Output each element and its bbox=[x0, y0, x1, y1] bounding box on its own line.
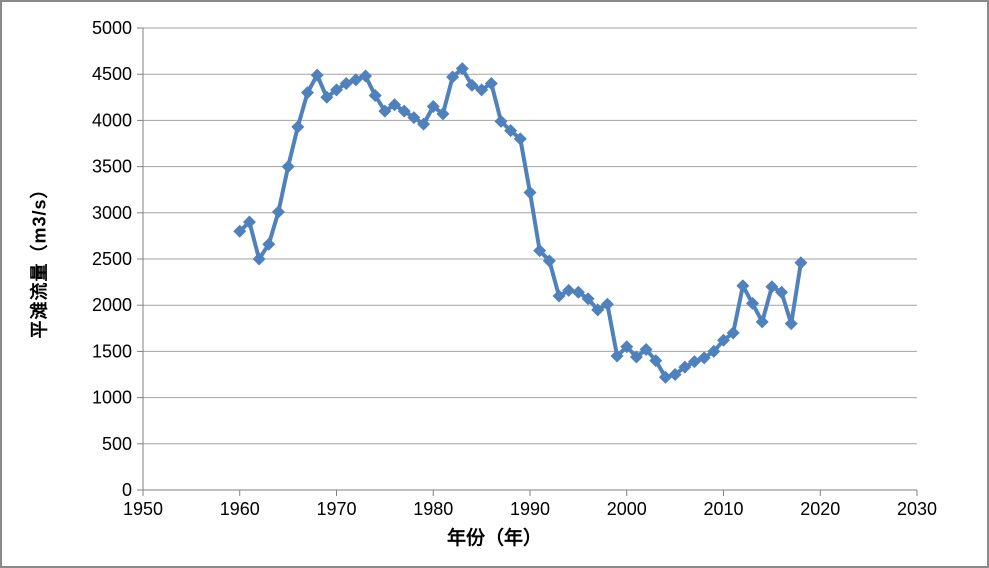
x-tick-label: 2030 bbox=[897, 499, 937, 519]
data-point-marker bbox=[707, 344, 721, 358]
data-point-marker bbox=[784, 317, 798, 331]
data-point-marker bbox=[494, 114, 508, 128]
data-point-marker bbox=[600, 297, 614, 311]
data-point-marker bbox=[397, 104, 411, 118]
data-point-marker bbox=[629, 350, 643, 364]
data-point-marker bbox=[533, 244, 547, 258]
data-point-marker bbox=[349, 73, 363, 87]
x-tick-label: 2000 bbox=[607, 499, 647, 519]
data-point-marker bbox=[368, 88, 382, 102]
data-point-marker bbox=[620, 340, 634, 354]
data-point-marker bbox=[426, 100, 440, 114]
data-point-marker bbox=[252, 252, 266, 266]
x-tick-label: 1950 bbox=[123, 499, 163, 519]
data-point-marker bbox=[378, 104, 392, 118]
data-point-marker bbox=[271, 205, 285, 219]
x-tick-label: 1960 bbox=[220, 499, 260, 519]
data-point-marker bbox=[678, 360, 692, 374]
data-point-marker bbox=[242, 215, 256, 229]
data-point-marker bbox=[687, 355, 701, 369]
x-tick-label: 2020 bbox=[800, 499, 840, 519]
data-point-marker bbox=[562, 283, 576, 297]
data-point-marker bbox=[388, 98, 402, 112]
data-point-marker bbox=[746, 296, 760, 310]
data-point-marker bbox=[658, 370, 672, 384]
y-tick-label: 3500 bbox=[92, 157, 132, 177]
y-tick-label: 2000 bbox=[92, 295, 132, 315]
data-point-marker bbox=[455, 62, 469, 76]
y-tick-label: 1000 bbox=[92, 388, 132, 408]
data-point-marker bbox=[552, 289, 566, 303]
data-point-marker bbox=[736, 279, 750, 293]
data-point-marker bbox=[523, 185, 537, 199]
data-point-marker bbox=[591, 303, 605, 317]
y-tick-label: 4000 bbox=[92, 110, 132, 130]
y-tick-label: 500 bbox=[102, 434, 132, 454]
data-point-marker bbox=[571, 285, 585, 299]
data-point-marker bbox=[513, 132, 527, 146]
data-point-marker bbox=[610, 349, 624, 363]
data-point-marker bbox=[417, 117, 431, 131]
data-point-marker bbox=[300, 86, 314, 100]
data-point-marker bbox=[291, 120, 305, 134]
data-point-marker bbox=[233, 224, 247, 238]
data-point-marker bbox=[639, 343, 653, 357]
data-point-marker bbox=[755, 315, 769, 329]
y-tick-label: 3000 bbox=[92, 203, 132, 223]
data-point-marker bbox=[330, 83, 343, 97]
x-tick-label: 1980 bbox=[413, 499, 453, 519]
data-point-marker bbox=[581, 292, 595, 306]
data-point-marker bbox=[649, 354, 663, 368]
y-tick-label: 5000 bbox=[92, 18, 132, 38]
data-point-marker bbox=[436, 107, 450, 121]
data-point-marker bbox=[281, 160, 295, 174]
y-tick-label: 2500 bbox=[92, 249, 132, 269]
data-point-marker bbox=[262, 237, 276, 251]
data-point-marker bbox=[407, 111, 421, 125]
data-point-marker bbox=[484, 76, 498, 90]
data-point-marker bbox=[697, 351, 711, 365]
data-point-marker bbox=[765, 280, 779, 294]
data-point-marker bbox=[320, 90, 334, 104]
x-tick-label: 1970 bbox=[316, 499, 356, 519]
data-point-marker bbox=[775, 285, 789, 299]
y-tick-label: 1500 bbox=[92, 341, 132, 361]
x-tick-label: 1990 bbox=[510, 499, 550, 519]
data-point-marker bbox=[310, 68, 324, 82]
data-point-marker bbox=[359, 69, 373, 83]
data-point-marker bbox=[339, 76, 353, 90]
series-line bbox=[237, 66, 803, 380]
data-point-marker bbox=[446, 70, 460, 84]
data-point-marker bbox=[794, 256, 808, 270]
data-point-marker bbox=[504, 124, 518, 138]
data-point-marker bbox=[726, 326, 740, 340]
data-point-marker bbox=[465, 78, 479, 92]
data-point-marker bbox=[475, 83, 489, 97]
y-tick-label: 0 bbox=[122, 480, 132, 500]
x-tick-label: 2010 bbox=[703, 499, 743, 519]
y-tick-label: 4500 bbox=[92, 64, 132, 84]
data-point-marker bbox=[717, 333, 730, 347]
data-point-marker bbox=[668, 368, 682, 381]
x-axis-title: 年份（年） bbox=[446, 528, 542, 549]
